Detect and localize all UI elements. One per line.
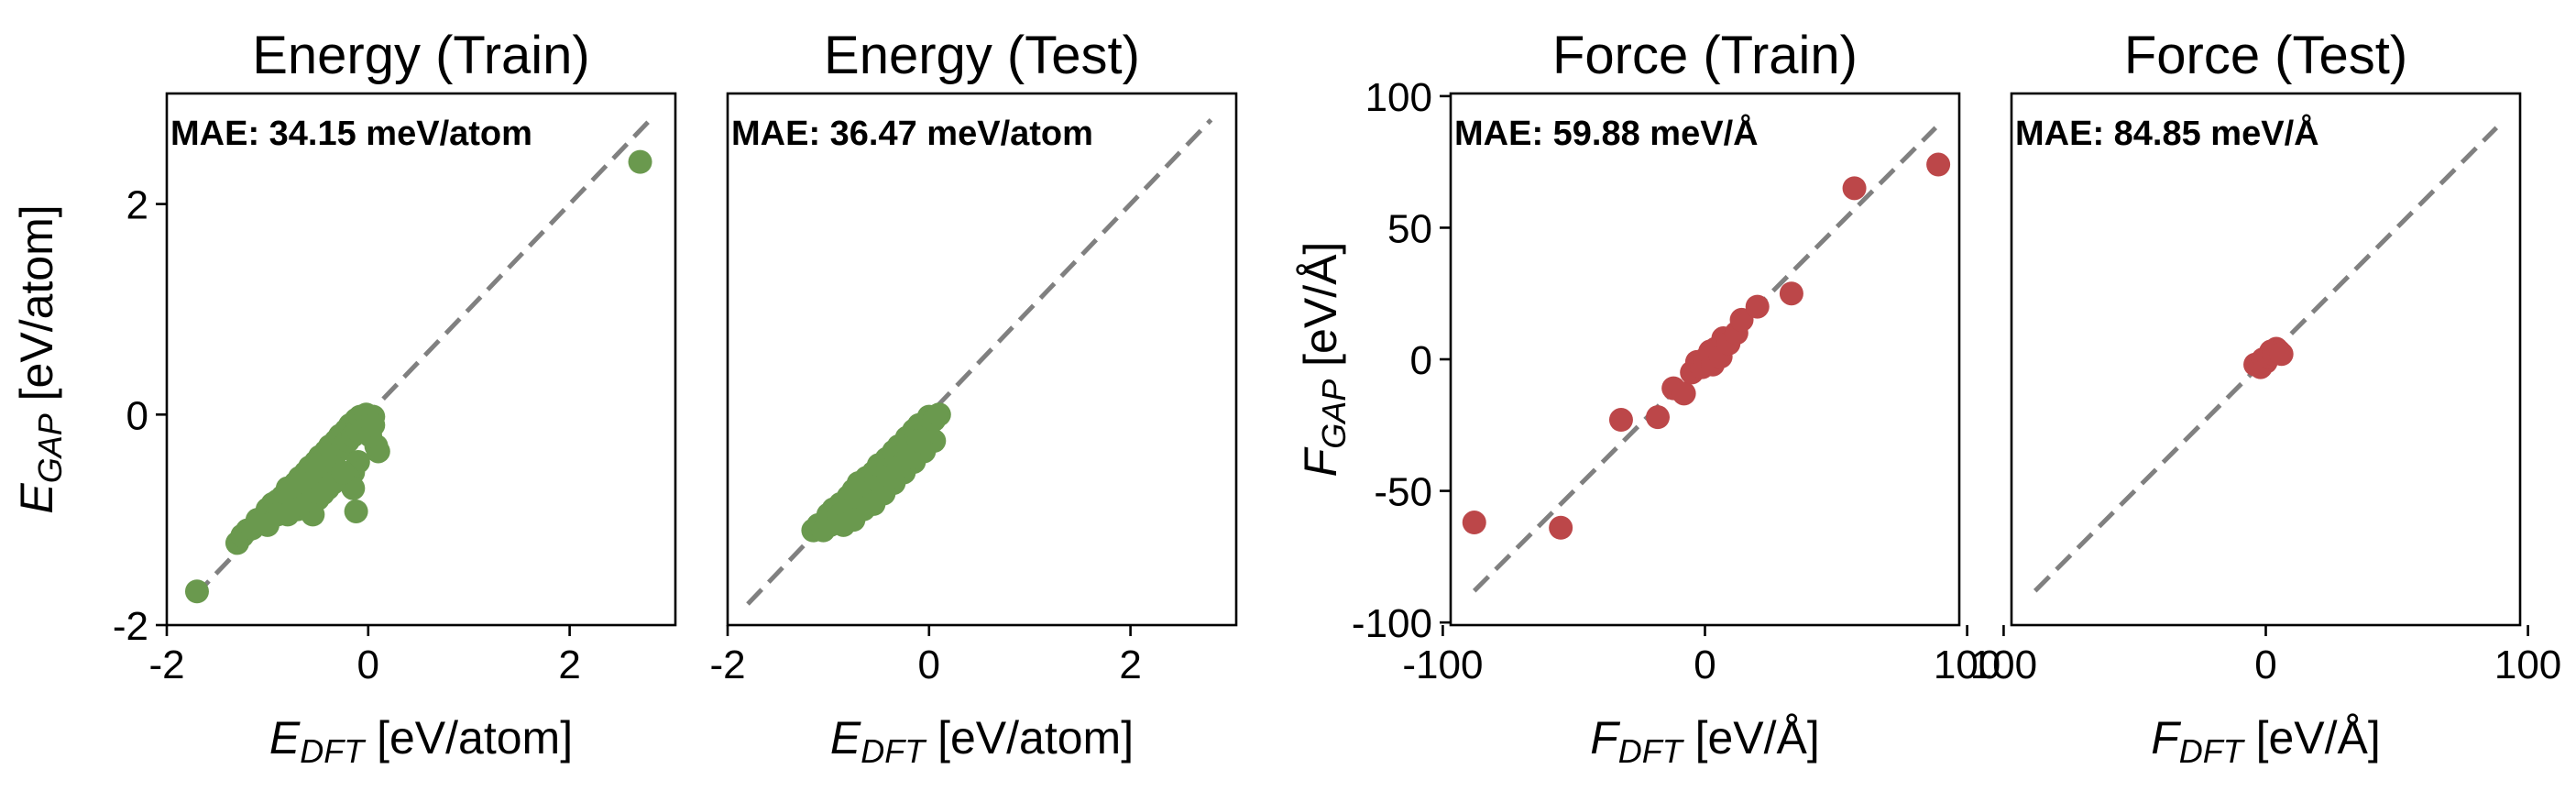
x-tick-label: 0 xyxy=(1694,643,1716,687)
parity-line xyxy=(1472,126,1938,593)
panel-force-train: Force (Train) -100 0 100 -100 -50 0 50 100 MAE: 5… xyxy=(1295,26,2001,770)
chart-title: Energy (Test) xyxy=(824,26,1140,85)
y-axis-label: EGAP [eV/atom] xyxy=(11,204,69,513)
y-tick-label: 0 xyxy=(126,393,148,438)
mae-annotation: MAE: 34.15 meV/atom xyxy=(170,115,532,153)
y-tick-label: -50 xyxy=(1374,470,1432,515)
mae-annotation: MAE: 84.85 meV/Å xyxy=(2015,113,2319,153)
data-point xyxy=(831,512,856,537)
data-point xyxy=(344,499,368,523)
mae-annotation: MAE: 59.88 meV/Å xyxy=(1454,113,1759,153)
panel-energy-train: Energy (Train) -2 0 2 -2 0 2 MAE: 34.15 meV/ato… xyxy=(11,26,677,770)
y-tick-label: 50 xyxy=(1387,206,1432,251)
y-axis-label-unit: [eV/atom] xyxy=(11,204,62,413)
y-tick-label: 100 xyxy=(1365,75,1432,120)
data-point xyxy=(1779,281,1803,306)
chart-title: Force (Test) xyxy=(2124,26,2407,85)
x-tick-label: 100 xyxy=(2494,643,2561,687)
x-tick-label: -100 xyxy=(1402,643,1483,687)
x-tick-label: 2 xyxy=(558,643,580,687)
data-point xyxy=(1926,152,1951,177)
data-point xyxy=(1729,307,1754,332)
data-point xyxy=(906,429,931,454)
y-tick-label: -2 xyxy=(113,604,148,649)
x-tick-label: 0 xyxy=(2254,643,2276,687)
data-point xyxy=(1608,408,1633,433)
mae-annotation: MAE: 36.47 meV/atom xyxy=(731,115,1093,153)
x-axis-label-subscript: DFT xyxy=(860,732,927,770)
data-point xyxy=(926,402,951,427)
y-axis-label-subscript: GAP xyxy=(1315,379,1353,449)
data-point xyxy=(275,502,300,527)
x-axis-label-symbol: E xyxy=(830,712,861,764)
parity-line xyxy=(2033,126,2499,593)
data-point xyxy=(255,512,280,537)
x-axis-label: EDFT [eV/atom] xyxy=(269,712,573,770)
x-tick-label: 100 xyxy=(1934,643,2001,687)
data-point xyxy=(331,460,356,485)
plot-frame xyxy=(165,92,677,627)
data-point xyxy=(1745,294,1770,319)
panel-energy-test: Energy (Test) -2 0 2 MAE: 36.47 meV/atom EDFT… xyxy=(709,26,1238,770)
x-tick-label: -2 xyxy=(148,643,184,687)
data-point xyxy=(361,412,386,437)
y-tick-label: -100 xyxy=(1352,601,1432,646)
x-tick-label: 100 xyxy=(1970,643,2037,687)
x-tick-label: 0 xyxy=(357,643,379,687)
plot-frame xyxy=(726,92,1238,627)
y-tick-label: 2 xyxy=(126,183,148,228)
x-axis-label-unit: [eV/atom] xyxy=(364,712,573,764)
data-point xyxy=(628,149,652,174)
y-axis-label-symbol: F xyxy=(1295,446,1346,477)
parity-line xyxy=(746,117,1213,606)
x-axis-label: FDFT [eV/Å] xyxy=(2151,712,2381,770)
data-point xyxy=(184,579,209,604)
x-tick-label: 2 xyxy=(1119,643,1141,687)
data-point xyxy=(1462,511,1486,535)
x-axis-label: EDFT [eV/atom] xyxy=(830,712,1134,770)
x-tick-label: -2 xyxy=(709,643,745,687)
y-axis-label: FGAP [eV/Å] xyxy=(1295,242,1353,478)
y-tick-label: 0 xyxy=(1410,338,1432,383)
data-point xyxy=(2269,342,2294,367)
chart-title: Force (Train) xyxy=(1552,26,1858,85)
x-axis-label-subscript: DFT xyxy=(1618,732,1685,770)
x-axis-label-symbol: F xyxy=(1590,712,1620,764)
x-axis-label: FDFT [eV/Å] xyxy=(1590,712,1820,770)
data-point xyxy=(1842,176,1867,201)
data-point xyxy=(1549,515,1573,540)
x-axis-label-unit: [eV/Å] xyxy=(1683,712,1820,764)
x-axis-label-symbol: E xyxy=(269,712,301,764)
data-point xyxy=(1646,405,1671,430)
y-axis-label-unit: [eV/Å] xyxy=(1295,242,1346,379)
chart-title: Energy (Train) xyxy=(252,26,590,85)
x-tick-label: 0 xyxy=(918,643,940,687)
panel-force-test: Force (Test) 100 0 100 MAE: 84.85 meV/Å FDFT … xyxy=(1970,26,2562,770)
x-axis-label-unit: [eV/Å] xyxy=(2243,712,2381,764)
x-axis-label-subscript: DFT xyxy=(300,732,367,770)
x-axis-label-unit: [eV/atom] xyxy=(925,712,1134,764)
y-axis-label-symbol: E xyxy=(11,483,62,514)
data-point xyxy=(1672,381,1696,406)
y-axis-label-subscript: GAP xyxy=(31,413,69,483)
x-axis-label-symbol: F xyxy=(2151,712,2181,764)
x-axis-label-subscript: DFT xyxy=(2179,732,2246,770)
